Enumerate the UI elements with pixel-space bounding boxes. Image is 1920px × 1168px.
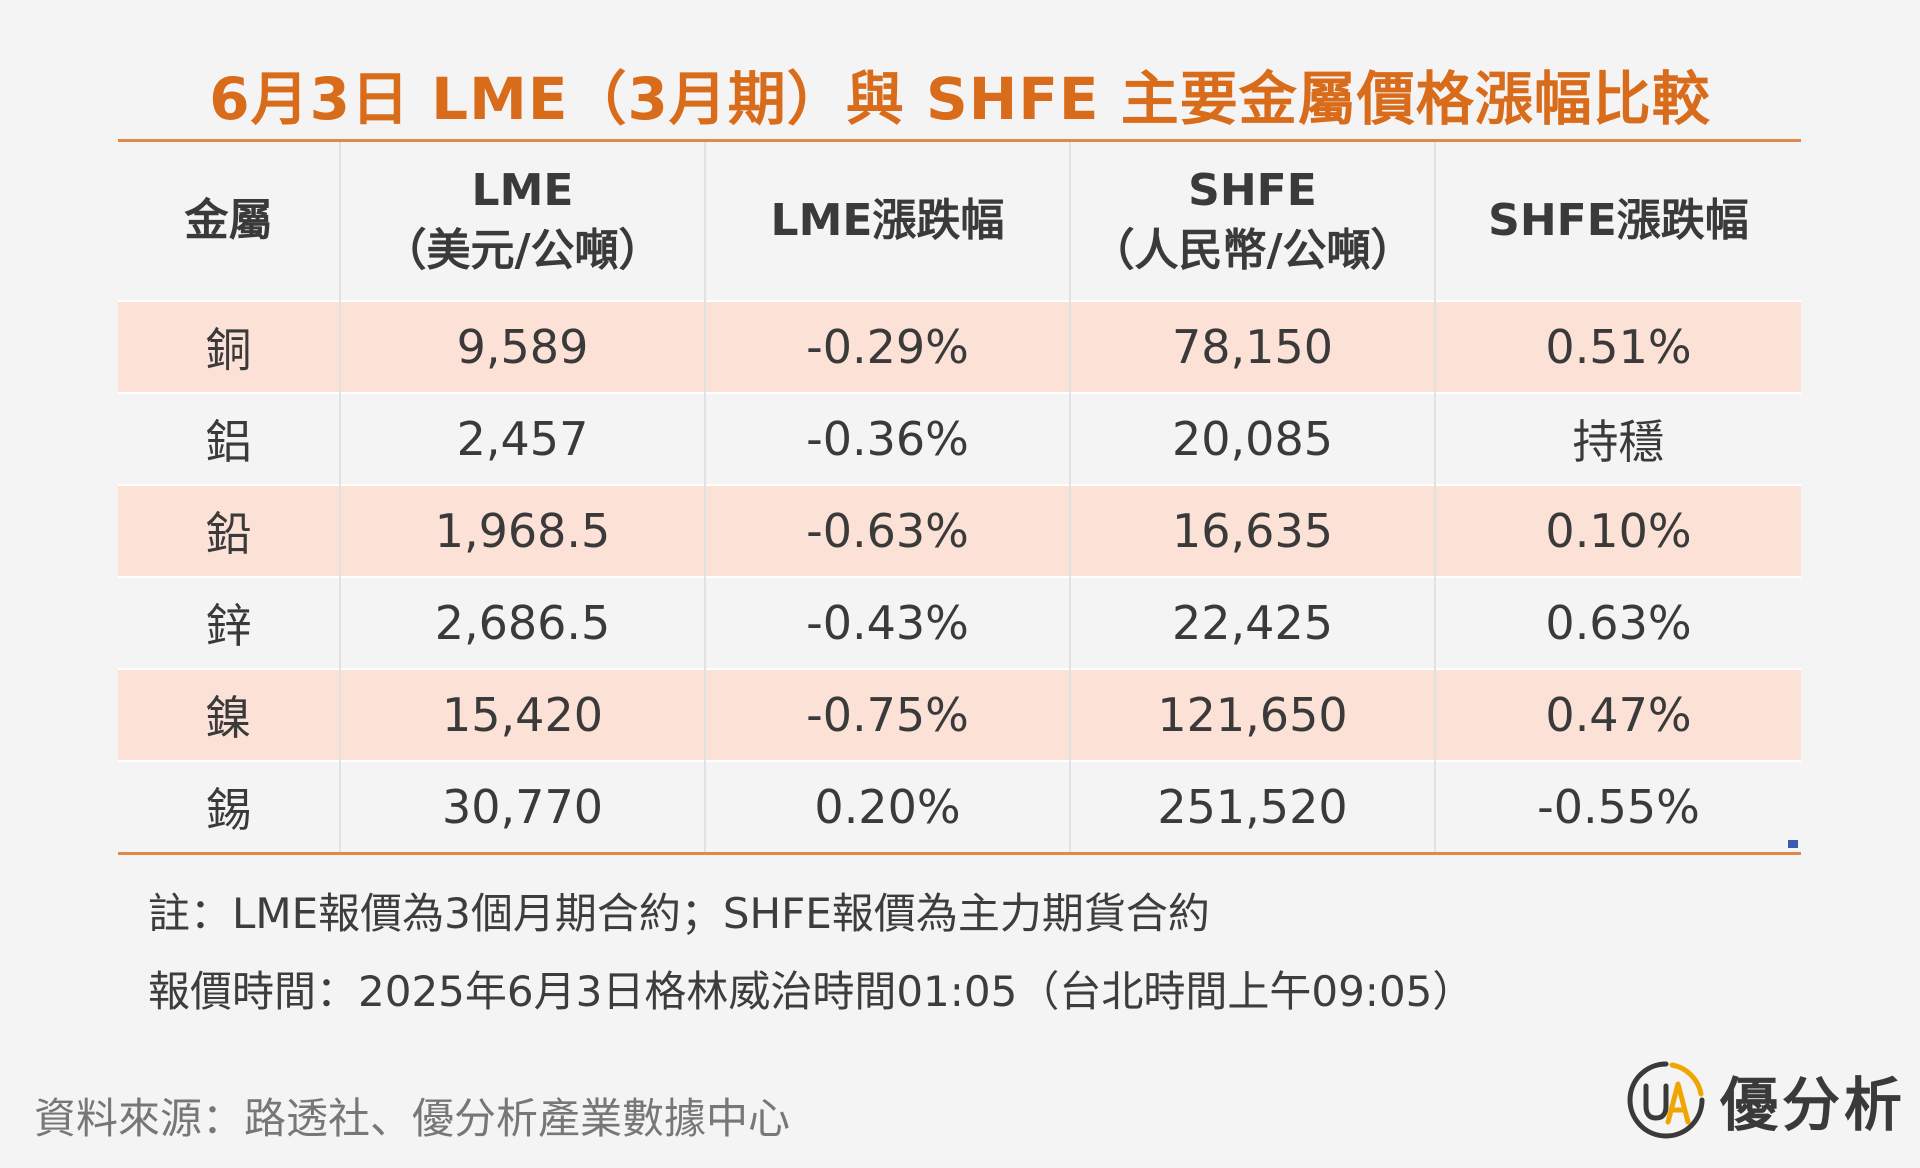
- table-row: 銅 9,589 -0.29% 78,150 0.51%: [118, 300, 1801, 393]
- cell-lme-change: -0.63%: [704, 484, 1070, 577]
- header-line: SHFE漲跌幅: [1488, 195, 1749, 246]
- cell-shfe-change: 0.10%: [1434, 484, 1801, 577]
- header-lme-price: LME （美元/公噸）: [339, 142, 705, 301]
- table-top-rule: [118, 139, 1801, 142]
- cell-metal: 錫: [118, 760, 340, 852]
- header-shfe-change: SHFE漲跌幅: [1434, 142, 1801, 301]
- header-line: LME: [471, 165, 574, 216]
- cell-lme-change: 0.20%: [704, 760, 1070, 852]
- header-line: 金屬: [184, 195, 273, 246]
- cell-shfe-price: 121,650: [1069, 668, 1435, 761]
- contract-note: 註：LME報價為3個月期合約；SHFE報價為主力期貨合約: [148, 889, 1210, 938]
- price-comparison-table-wrap: 金屬 LME （美元/公噸） LME漲跌幅 SHFE （人民幣/公噸） SHFE…: [118, 139, 1801, 855]
- ua-logo-icon: [1627, 1061, 1705, 1139]
- cell-shfe-price: 22,425: [1069, 576, 1435, 669]
- cell-lme-change: -0.43%: [704, 576, 1070, 669]
- header-lme-change: LME漲跌幅: [704, 142, 1070, 301]
- cell-shfe-change: 0.63%: [1434, 576, 1801, 669]
- brand-logo: 優分析: [1624, 1052, 1906, 1148]
- cell-shfe-price: 16,635: [1069, 484, 1435, 577]
- cell-shfe-price: 78,150: [1069, 300, 1435, 393]
- quote-time-note: 報價時間：2025年6月3日格林威治時間01:05（台北時間上午09:05）: [148, 967, 1475, 1016]
- header-unit: （美元/公噸）: [382, 225, 663, 276]
- cell-shfe-change: 持穩: [1434, 392, 1801, 485]
- cell-shfe-price: 20,085: [1069, 392, 1435, 485]
- cell-shfe-price: 251,520: [1069, 760, 1435, 852]
- corner-marker: [1788, 840, 1798, 848]
- logo-text: 優分析: [1720, 1071, 1907, 1139]
- cell-shfe-change: -0.55%: [1434, 760, 1801, 852]
- cell-lme-price: 15,420: [339, 668, 705, 761]
- cell-lme-change: -0.75%: [704, 668, 1070, 761]
- table-row: 鋅 2,686.5 -0.43% 22,425 0.63%: [118, 576, 1801, 669]
- source-credit: 資料來源：路透社、優分析產業數據中心: [34, 1094, 791, 1143]
- table-row: 鋁 2,457 -0.36% 20,085 持穩: [118, 392, 1801, 485]
- header-unit: （人民幣/公噸）: [1090, 225, 1415, 276]
- cell-metal: 鎳: [118, 668, 340, 761]
- header-metal: 金屬: [118, 142, 340, 301]
- chart-title: 6月3日 LME（3月期）與 SHFE 主要金屬價格漲幅比較: [209, 65, 1711, 133]
- header-line: LME漲跌幅: [770, 195, 1005, 246]
- header-line: SHFE: [1188, 165, 1317, 216]
- price-comparison-table: 金屬 LME （美元/公噸） LME漲跌幅 SHFE （人民幣/公噸） SHFE…: [118, 142, 1801, 852]
- cell-metal: 銅: [118, 300, 340, 393]
- table-row: 鎳 15,420 -0.75% 121,650 0.47%: [118, 668, 1801, 761]
- cell-lme-price: 1,968.5: [339, 484, 705, 577]
- cell-lme-price: 9,589: [339, 300, 705, 393]
- cell-metal: 鋁: [118, 392, 340, 485]
- header-shfe-price: SHFE （人民幣/公噸）: [1069, 142, 1435, 301]
- cell-metal: 鋅: [118, 576, 340, 669]
- cell-lme-price: 30,770: [339, 760, 705, 852]
- header-row: 金屬 LME （美元/公噸） LME漲跌幅 SHFE （人民幣/公噸） SHFE…: [118, 142, 1801, 301]
- table-row: 錫 30,770 0.20% 251,520 -0.55%: [118, 760, 1801, 852]
- cell-shfe-change: 0.51%: [1434, 300, 1801, 393]
- cell-shfe-change: 0.47%: [1434, 668, 1801, 761]
- cell-lme-price: 2,457: [339, 392, 705, 485]
- cell-lme-change: -0.36%: [704, 392, 1070, 485]
- cell-lme-price: 2,686.5: [339, 576, 705, 669]
- cell-lme-change: -0.29%: [704, 300, 1070, 393]
- table-bottom-rule: [118, 852, 1801, 855]
- table-row: 鉛 1,968.5 -0.63% 16,635 0.10%: [118, 484, 1801, 577]
- cell-metal: 鉛: [118, 484, 340, 577]
